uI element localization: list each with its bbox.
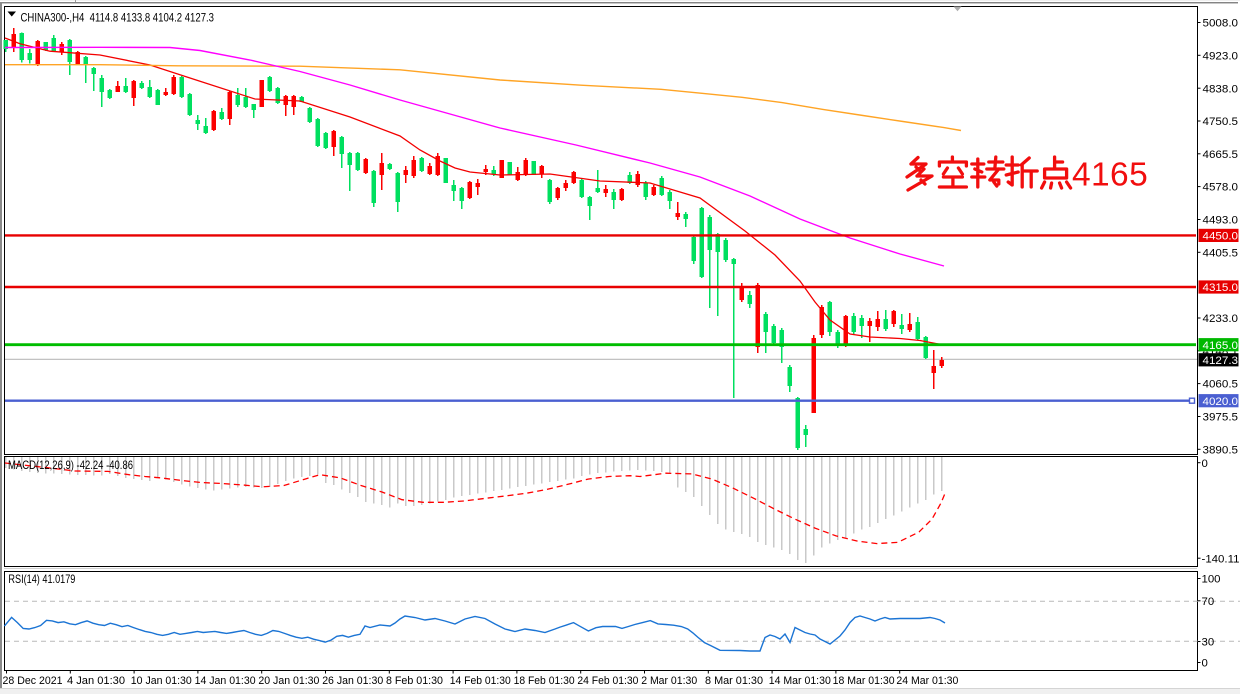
svg-text:3975.5: 3975.5 <box>1203 412 1239 424</box>
svg-text:RSI(14) 41.0179: RSI(14) 41.0179 <box>8 573 75 586</box>
svg-text:18 Mar 01:30: 18 Mar 01:30 <box>833 675 895 687</box>
svg-text:4127.3: 4127.3 <box>1203 355 1239 367</box>
svg-text:28 Dec 2021: 28 Dec 2021 <box>3 675 63 687</box>
svg-text:4405.5: 4405.5 <box>1203 247 1239 259</box>
svg-text:3890.5: 3890.5 <box>1203 444 1239 456</box>
svg-text:14 Mar 01:30: 14 Mar 01:30 <box>769 675 831 687</box>
svg-text:20 Jan 01:30: 20 Jan 01:30 <box>258 675 319 687</box>
svg-text:30: 30 <box>1202 637 1215 649</box>
svg-text:MACD(12,26,9) -42.24 -40.86: MACD(12,26,9) -42.24 -40.86 <box>8 459 133 472</box>
svg-text:0: 0 <box>1202 458 1208 470</box>
svg-text:0: 0 <box>1202 658 1208 670</box>
svg-text:4450.0: 4450.0 <box>1203 231 1239 243</box>
svg-text:4020.0: 4020.0 <box>1203 396 1239 408</box>
svg-text:4493.0: 4493.0 <box>1203 215 1239 227</box>
svg-text:8 Feb 01:30: 8 Feb 01:30 <box>386 675 443 687</box>
svg-text:4315.0: 4315.0 <box>1203 282 1239 294</box>
svg-text:4233.0: 4233.0 <box>1203 313 1239 325</box>
svg-text:18 Feb 01:30: 18 Feb 01:30 <box>514 675 575 687</box>
svg-text:4165: 4165 <box>1072 156 1148 193</box>
svg-text:4 Jan 01:30: 4 Jan 01:30 <box>67 675 125 687</box>
svg-text:100: 100 <box>1202 574 1221 586</box>
svg-text:4060.5: 4060.5 <box>1203 379 1239 391</box>
svg-text:4665.5: 4665.5 <box>1203 149 1239 161</box>
svg-text:4165.0: 4165.0 <box>1203 340 1239 352</box>
svg-text:5008.0: 5008.0 <box>1203 18 1239 30</box>
svg-text:4838.0: 4838.0 <box>1203 83 1239 95</box>
svg-text:4923.0: 4923.0 <box>1203 50 1239 62</box>
svg-text:24 Mar 01:30: 24 Mar 01:30 <box>896 675 958 687</box>
svg-text:24 Feb 01:30: 24 Feb 01:30 <box>577 675 638 687</box>
svg-text:-140.11: -140.11 <box>1202 553 1240 565</box>
svg-text:14 Jan 01:30: 14 Jan 01:30 <box>195 675 256 687</box>
svg-text:26 Jan 01:30: 26 Jan 01:30 <box>322 675 383 687</box>
svg-text:8 Mar 01:30: 8 Mar 01:30 <box>705 675 763 687</box>
svg-text:14 Feb 01:30: 14 Feb 01:30 <box>450 675 511 687</box>
svg-text:10 Jan 01:30: 10 Jan 01:30 <box>131 675 192 687</box>
svg-text:4578.0: 4578.0 <box>1203 182 1239 194</box>
svg-text:70: 70 <box>1202 596 1215 608</box>
svg-text:CHINA300-,H4 4114.8 4133.8 41: CHINA300-,H4 4114.8 4133.8 4104.2 4127.3 <box>21 11 215 24</box>
svg-text:4750.5: 4750.5 <box>1203 116 1239 128</box>
svg-text:2 Mar 01:30: 2 Mar 01:30 <box>641 675 697 687</box>
